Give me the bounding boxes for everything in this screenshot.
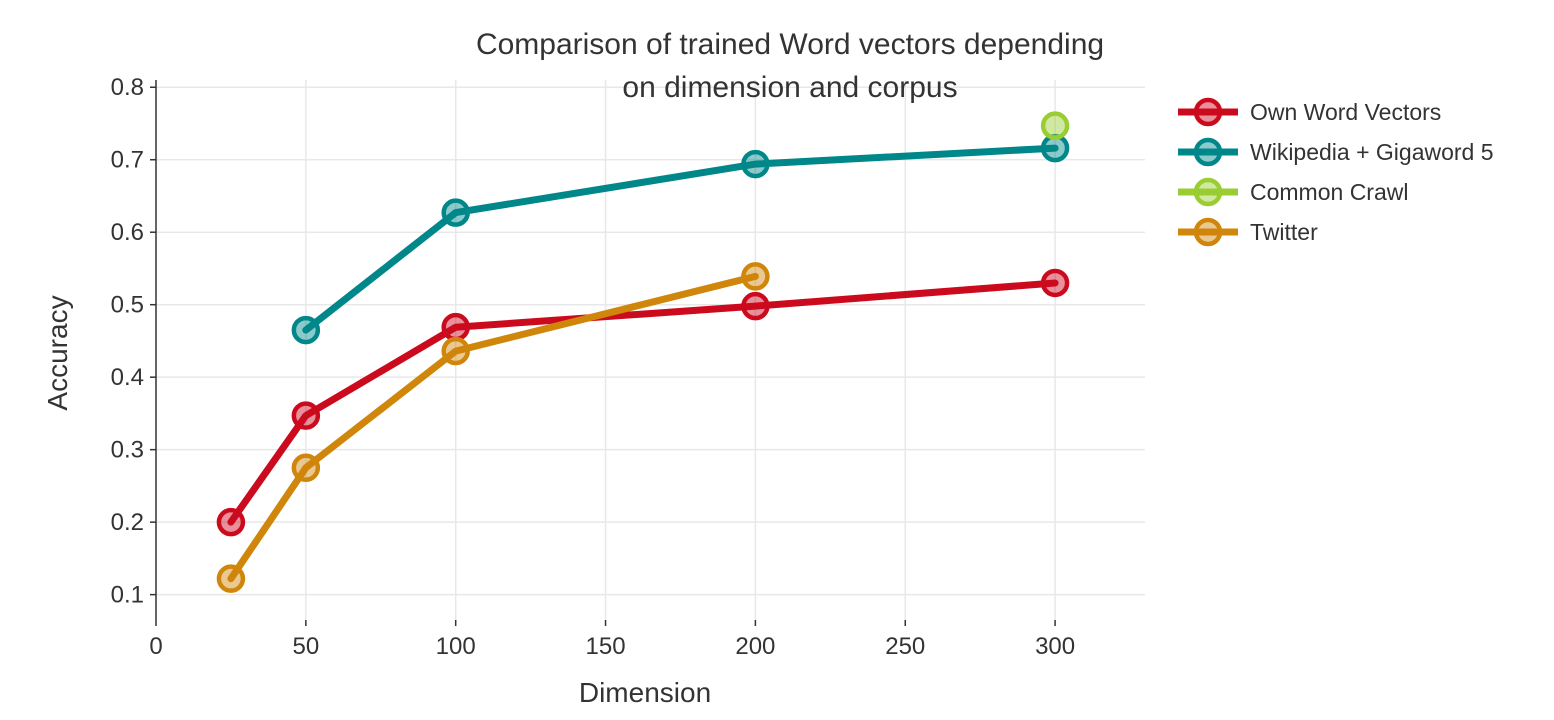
data-point[interactable] <box>291 401 321 430</box>
series-2 <box>1040 111 1070 140</box>
legend-item[interactable]: Own Word Vectors <box>1178 97 1441 127</box>
y-tick-label: 0.3 <box>111 437 144 464</box>
x-tick-label: 100 <box>436 633 476 660</box>
y-tick-label: 0.2 <box>111 509 144 536</box>
data-point[interactable] <box>441 198 470 227</box>
legend-label: Twitter <box>1250 219 1318 245</box>
series-0 <box>216 268 1070 537</box>
x-axis-title: Dimension <box>579 677 711 708</box>
data-point[interactable] <box>441 312 470 342</box>
grid <box>156 80 1145 620</box>
legend-label: Wikipedia + Gigaword 5 <box>1250 139 1494 165</box>
x-tick-label: 300 <box>1035 633 1075 660</box>
data-point[interactable] <box>441 336 470 366</box>
x-tick-label: 150 <box>586 633 626 660</box>
data-point[interactable] <box>1040 268 1070 298</box>
axes: 0 50 100 150 200 250 300 0.1 0.2 0.3 0.4 0.5 0.6 0.7 0… <box>111 74 1075 660</box>
legend-label: Common Crawl <box>1250 179 1408 205</box>
series-line <box>227 272 759 583</box>
x-tick-label: 50 <box>292 633 319 660</box>
series-1 <box>291 133 1070 345</box>
series-line <box>302 144 1059 334</box>
data-point[interactable] <box>1040 111 1070 140</box>
legend-item[interactable]: Twitter <box>1178 217 1318 247</box>
series-line <box>227 279 1059 526</box>
data-point[interactable] <box>741 262 770 291</box>
data-point[interactable] <box>291 453 321 483</box>
chart-title: Comparison of trained Word vectors depen… <box>476 28 1104 104</box>
series-layer <box>216 111 1070 593</box>
legend-item[interactable]: Wikipedia + Gigaword 5 <box>1178 137 1494 167</box>
legend-swatch-marker <box>1193 177 1223 207</box>
data-point[interactable] <box>216 564 246 593</box>
chart-title-line-1: Comparison of trained Word vectors depen… <box>476 28 1104 61</box>
legend-item[interactable]: Common Crawl <box>1178 177 1408 207</box>
y-tick-label: 0.5 <box>111 292 144 319</box>
legend-swatch-marker <box>1193 97 1223 127</box>
series-3 <box>216 262 770 593</box>
y-tick-label: 0.7 <box>111 147 144 174</box>
data-point[interactable] <box>741 291 770 321</box>
x-tick-label: 0 <box>149 633 162 660</box>
legend: Own Word Vectors Wikipedia + Gigaword 5 Co… <box>1178 97 1494 247</box>
y-tick-label: 0.6 <box>111 219 144 246</box>
legend-swatch-marker <box>1193 137 1223 167</box>
data-point[interactable] <box>291 315 321 345</box>
data-point[interactable] <box>741 149 770 179</box>
y-axis-title: Accuracy <box>42 295 73 410</box>
chart-title-line-2: on dimension and corpus <box>622 71 957 104</box>
y-tick-label: 0.4 <box>111 364 144 391</box>
legend-label: Own Word Vectors <box>1250 99 1441 125</box>
data-point[interactable] <box>216 507 246 537</box>
x-tick-label: 200 <box>735 633 775 660</box>
y-tick-label: 0.1 <box>111 582 144 609</box>
y-tick-label: 0.8 <box>111 74 144 101</box>
x-tick-label: 250 <box>885 633 925 660</box>
legend-swatch-marker <box>1193 217 1223 247</box>
